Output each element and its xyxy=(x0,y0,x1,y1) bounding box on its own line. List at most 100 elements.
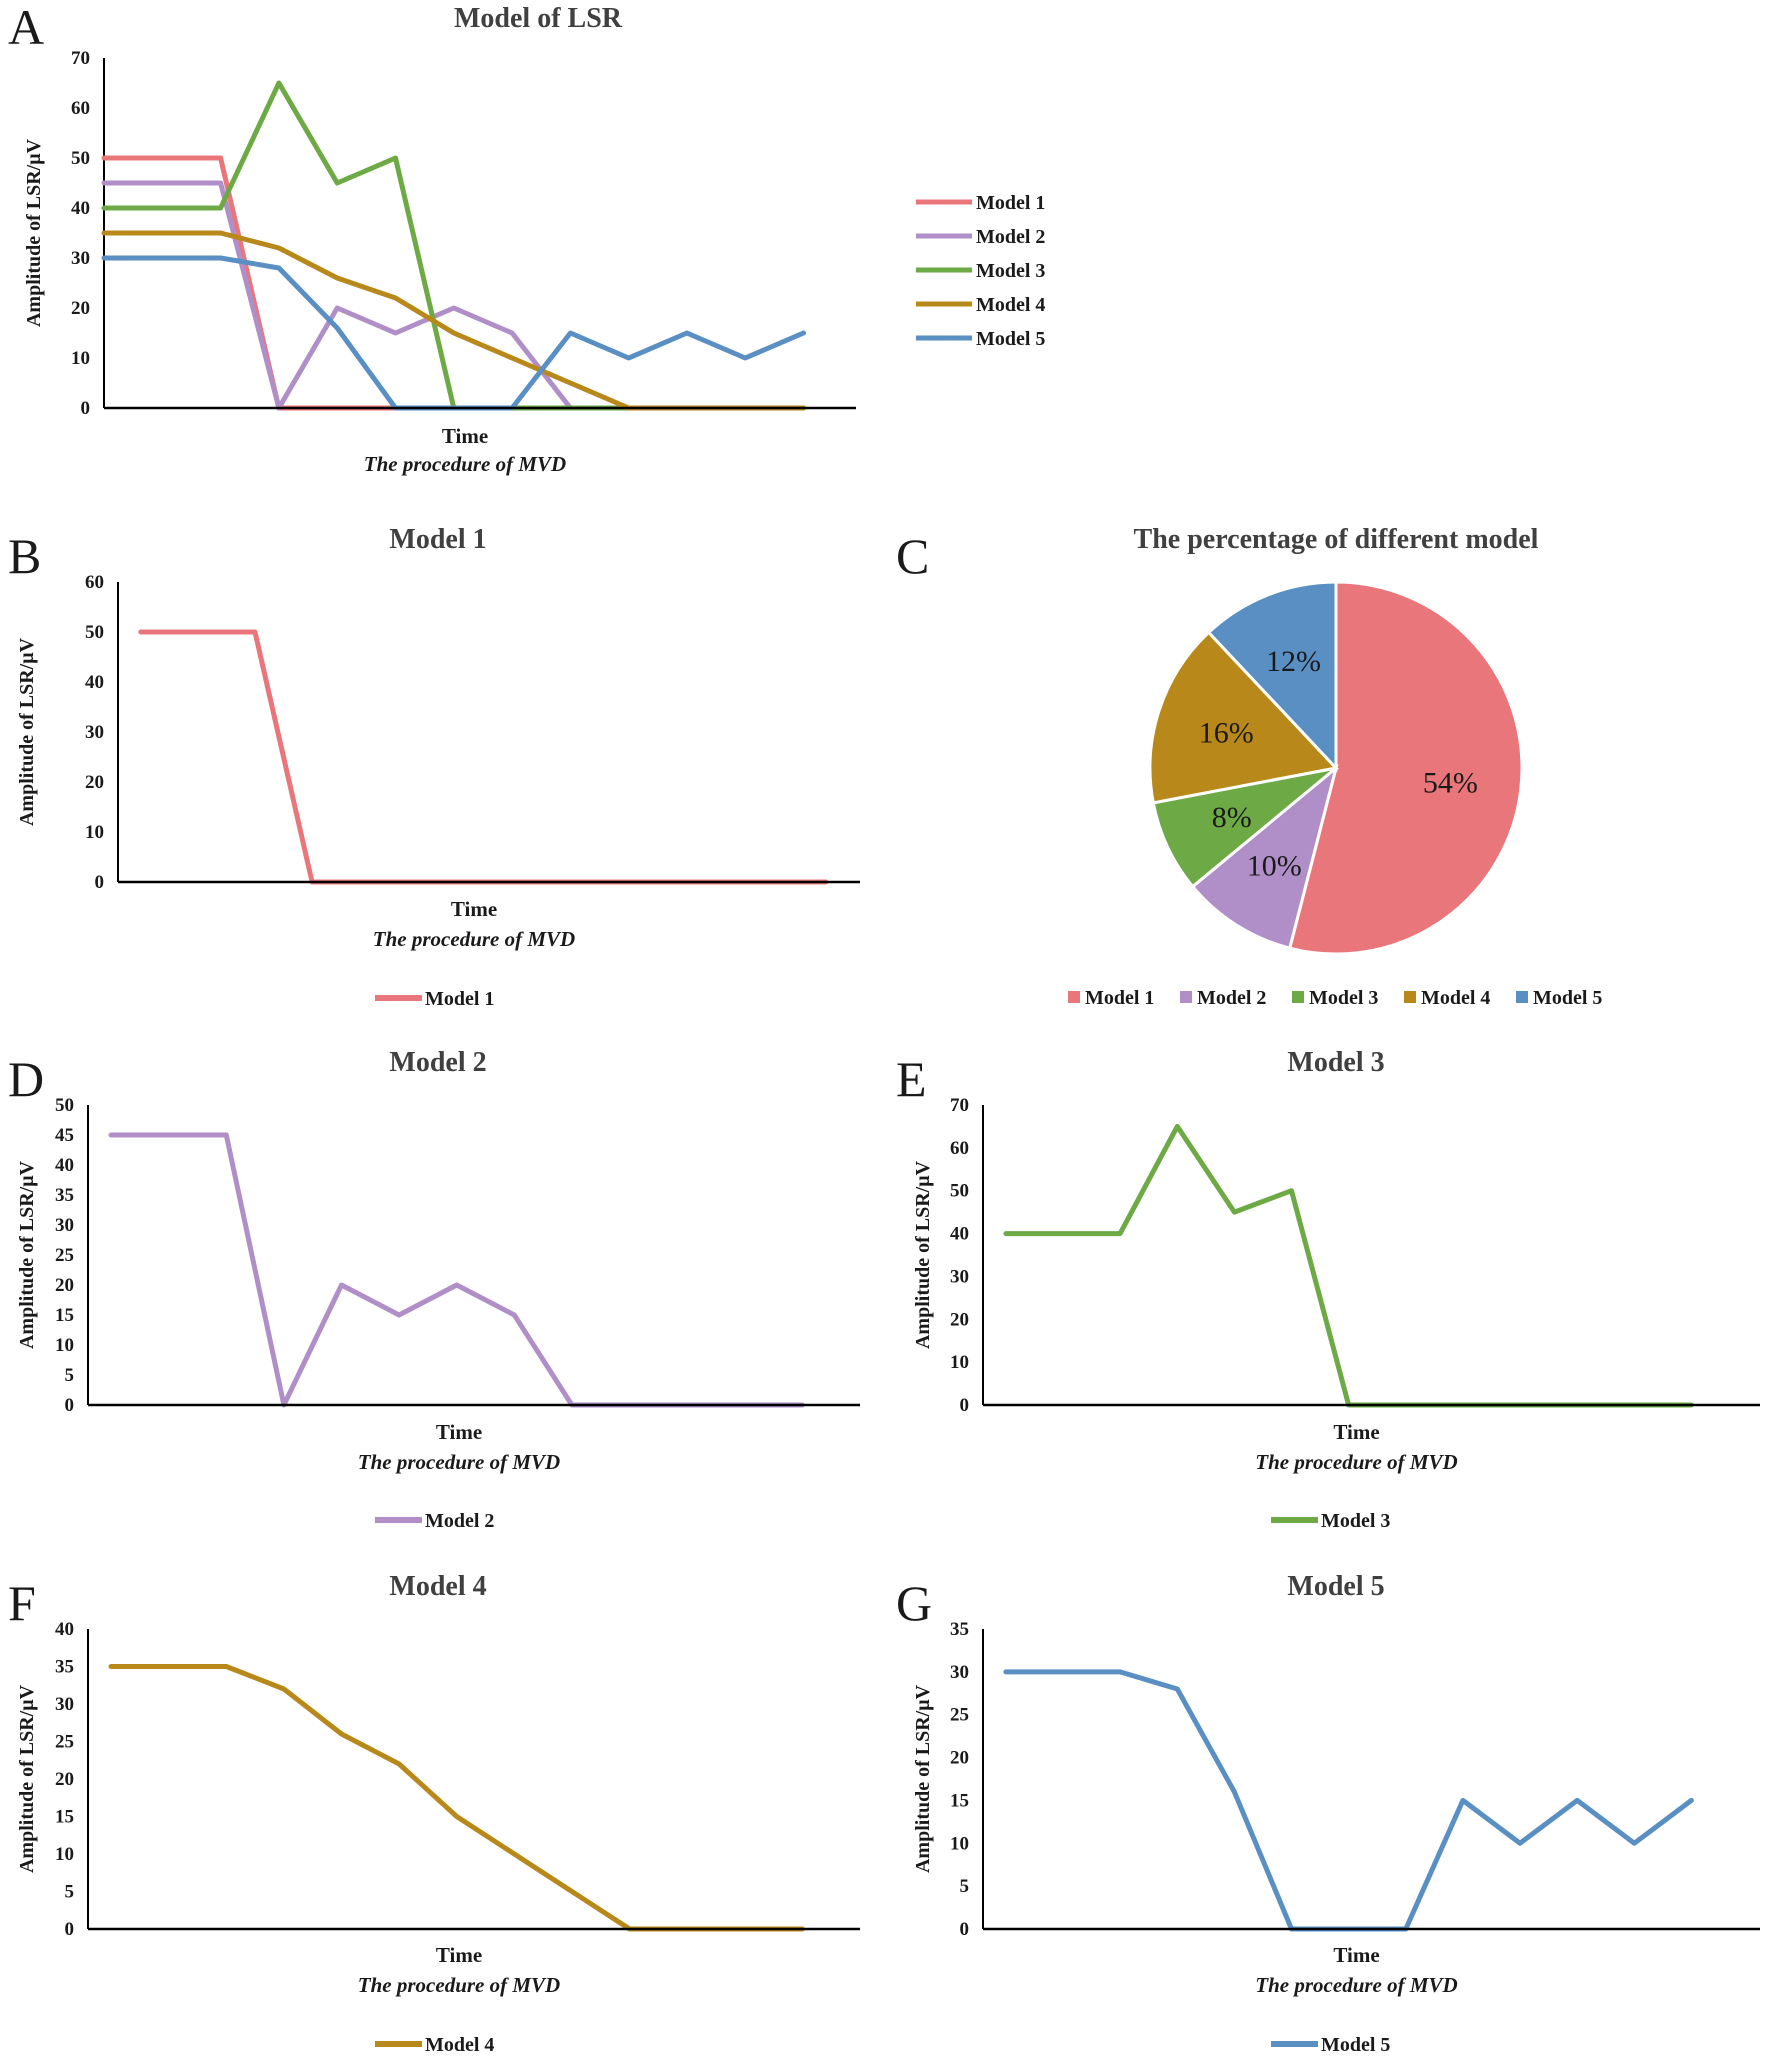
panel-letter: G xyxy=(896,1575,932,1631)
legend-swatch xyxy=(1292,991,1304,1003)
y-axis-label: Amplitude of LSR/μV xyxy=(16,637,38,826)
y-tick-label: 0 xyxy=(65,1919,75,1940)
y-tick-label: 50 xyxy=(71,148,90,169)
y-axis-label: Amplitude of LSR/μV xyxy=(912,1684,934,1873)
legend-label: Model 1 xyxy=(425,988,494,1010)
y-tick-label: 5 xyxy=(65,1365,75,1386)
y-tick-label: 10 xyxy=(71,348,90,369)
chart-panel-f: F Model 4 0 5 10 15 20 25 30 35 40 Amplitude of LSR… xyxy=(8,1571,860,2056)
chart-title: Model of LSR xyxy=(454,3,623,34)
chart-panel-c: C The percentage of different model 54% 10%… xyxy=(896,524,1602,1009)
chart-panel-d: D Model 2 0 5 10 15 20 25 30 35 40 45 50 Amplitude of… xyxy=(8,1047,860,1532)
y-tick-label: 30 xyxy=(950,1662,969,1683)
y-axis-label: Amplitude of LSR/μV xyxy=(16,1160,38,1349)
y-tick-label: 40 xyxy=(55,1619,74,1640)
chart-title: Model 3 xyxy=(1287,1047,1384,1078)
x-axis-label: Time xyxy=(451,897,497,921)
legend: Model 3 xyxy=(1271,1510,1390,1532)
y-tick-label: 20 xyxy=(85,772,104,793)
y-tick-label: 45 xyxy=(55,1125,74,1146)
legend-label: Model 5 xyxy=(1533,987,1602,1009)
chart-panel-b: B Model 1 0 10 20 30 40 50 60 Amplitude of LSR/μV… xyxy=(8,524,860,1010)
panel-letter: D xyxy=(8,1051,44,1107)
legend: Model 5 xyxy=(1271,2034,1390,2056)
y-tick-label: 5 xyxy=(960,1876,970,1897)
panel-letter: E xyxy=(896,1051,927,1107)
y-tick-label: 60 xyxy=(71,98,90,119)
x-axis-sublabel: The procedure of MVD xyxy=(358,1973,560,1997)
y-tick-label: 10 xyxy=(85,822,104,843)
legend: Model 1 Model 2 Model 3 Model 4 Model 5 xyxy=(1068,987,1602,1009)
legend-label: Model 3 xyxy=(1321,1510,1390,1532)
panel-letter: F xyxy=(8,1575,36,1631)
y-tick-label: 10 xyxy=(55,1335,74,1356)
legend-label: Model 4 xyxy=(976,294,1045,316)
legend: Model 4 xyxy=(375,2034,494,2056)
y-tick-label: 20 xyxy=(950,1309,969,1330)
pie-slice-model-4 xyxy=(1148,630,1339,805)
y-tick-label: 40 xyxy=(55,1155,74,1176)
legend-label: Model 3 xyxy=(1309,987,1378,1009)
legend-label: Model 2 xyxy=(1197,987,1266,1009)
series-line-model-2 xyxy=(101,180,806,411)
y-tick-label: 15 xyxy=(950,1790,969,1811)
pie-slice-model-1 xyxy=(1287,580,1524,956)
y-tick-label: 10 xyxy=(950,1352,969,1373)
x-axis-sublabel: The procedure of MVD xyxy=(373,927,575,951)
series-line-model-3 xyxy=(1003,1123,1694,1408)
series-line-model-1 xyxy=(101,155,806,411)
legend-label: Model 5 xyxy=(976,328,1045,350)
legend-swatch xyxy=(1180,991,1192,1003)
y-tick-label: 50 xyxy=(85,622,104,643)
x-axis-sublabel: The procedure of MVD xyxy=(1255,1450,1457,1474)
y-tick-label: 0 xyxy=(960,1395,970,1416)
chart-title: Model 5 xyxy=(1287,1571,1384,1602)
pie-slice-model-3 xyxy=(1151,766,1337,889)
y-tick-label: 40 xyxy=(85,672,104,693)
y-tick-label: 40 xyxy=(950,1224,969,1245)
pie-data-label: 12% xyxy=(1266,645,1321,678)
y-tick-label: 15 xyxy=(55,1305,74,1326)
y-tick-label: 30 xyxy=(55,1694,74,1715)
y-tick-label: 35 xyxy=(950,1619,969,1640)
chart-title: Model 2 xyxy=(389,1047,486,1078)
y-tick-label: 25 xyxy=(55,1732,74,1753)
x-axis-label: Time xyxy=(436,1943,482,1967)
y-tick-label: 0 xyxy=(95,872,105,893)
y-tick-label: 35 xyxy=(55,1185,74,1206)
y-tick-label: 0 xyxy=(960,1919,970,1940)
pie-data-label: 16% xyxy=(1199,716,1254,749)
panel-letter: B xyxy=(8,528,41,584)
series-line-model-5 xyxy=(1003,1669,1694,1932)
legend-label: Model 5 xyxy=(1321,2034,1390,2056)
legend-swatch xyxy=(1068,991,1080,1003)
y-tick-label: 70 xyxy=(71,48,90,69)
series-line-model-4 xyxy=(108,1664,805,1932)
y-tick-label: 20 xyxy=(55,1769,74,1790)
pie-data-label: 54% xyxy=(1423,767,1478,800)
x-axis-label: Time xyxy=(1333,1943,1379,1967)
x-axis-label: Time xyxy=(436,1420,482,1444)
legend-label: Model 4 xyxy=(425,2034,494,2056)
chart-panel-g: G Model 5 0 5 10 15 20 25 30 35 Amplitude of LSR/μ… xyxy=(896,1571,1760,2056)
chart-panel-a: A Model of LSR 0 10 20 30 40 50 60 70 Amplitude of… xyxy=(8,0,1045,476)
pie-data-label: 8% xyxy=(1212,801,1252,834)
legend: Model 1 Model 2 Model 3 Model 4 Model 5 xyxy=(916,192,1045,350)
y-tick-label: 25 xyxy=(55,1245,74,1266)
x-axis-sublabel: The procedure of MVD xyxy=(358,1450,560,1474)
y-tick-label: 20 xyxy=(950,1748,969,1769)
y-axis-label: Amplitude of LSR/μV xyxy=(16,1684,38,1873)
series-line-model-3 xyxy=(101,80,806,411)
legend: Model 1 xyxy=(375,988,494,1010)
legend: Model 2 xyxy=(375,1510,494,1532)
chart-title: The percentage of different model xyxy=(1134,524,1539,555)
y-tick-label: 25 xyxy=(950,1705,969,1726)
y-tick-label: 30 xyxy=(71,248,90,269)
y-tick-label: 10 xyxy=(55,1844,74,1865)
x-axis-label: Time xyxy=(442,424,488,448)
y-tick-label: 40 xyxy=(71,198,90,219)
x-axis-sublabel: The procedure of MVD xyxy=(1255,1973,1457,1997)
series-line-model-1 xyxy=(138,629,829,885)
pie-slice-model-5 xyxy=(1206,580,1338,772)
